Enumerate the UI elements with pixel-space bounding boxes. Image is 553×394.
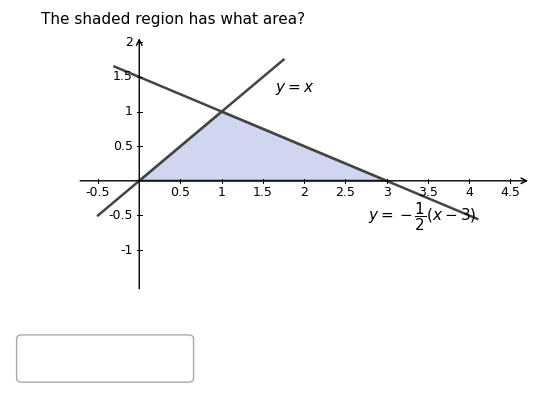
Polygon shape (139, 112, 387, 181)
Text: 4.5: 4.5 (500, 186, 520, 199)
Text: -1: -1 (121, 243, 133, 256)
Text: 4: 4 (465, 186, 473, 199)
Text: 0.5: 0.5 (113, 140, 133, 153)
Text: $y = x$: $y = x$ (275, 81, 315, 97)
Text: -0.5: -0.5 (86, 186, 110, 199)
Text: 0.5: 0.5 (170, 186, 190, 199)
Text: The shaded region has what area?: The shaded region has what area? (41, 12, 305, 27)
Text: $y = -\dfrac{1}{2}(x - 3)$: $y = -\dfrac{1}{2}(x - 3)$ (368, 200, 477, 233)
Text: 1.5: 1.5 (113, 71, 133, 84)
Text: 3.5: 3.5 (418, 186, 438, 199)
Text: -0.5: -0.5 (108, 209, 133, 222)
Text: 1: 1 (218, 186, 226, 199)
Text: 3: 3 (383, 186, 390, 199)
Text: 2.5: 2.5 (336, 186, 356, 199)
Text: 1: 1 (125, 105, 133, 118)
Text: 2: 2 (300, 186, 308, 199)
Text: 1.5: 1.5 (253, 186, 273, 199)
Text: 2: 2 (125, 36, 133, 49)
